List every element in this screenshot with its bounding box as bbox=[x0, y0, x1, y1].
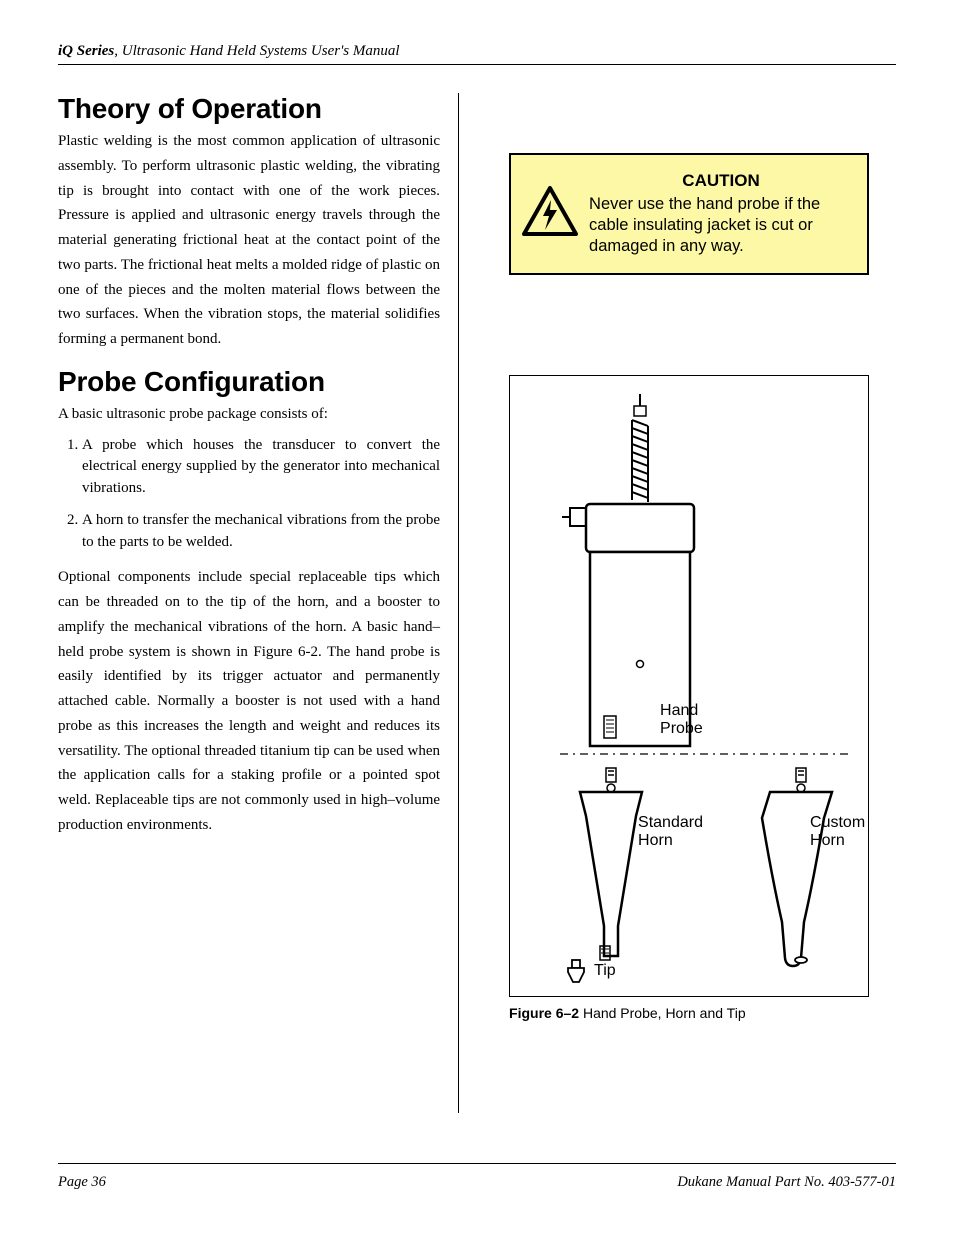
probe-diagram-svg bbox=[510, 376, 870, 998]
figure-label-hand-probe: Hand Probe bbox=[660, 702, 703, 739]
footer-part-number: Dukane Manual Part No. 403-577-01 bbox=[677, 1174, 896, 1191]
figure-caption-text: Hand Probe, Horn and Tip bbox=[579, 1005, 746, 1021]
section-theory-title: Theory of Operation bbox=[58, 93, 440, 125]
list-item: A horn to transfer the mechanical vibrat… bbox=[82, 510, 440, 554]
section-theory-body: Plastic welding is the most common appli… bbox=[58, 129, 440, 352]
probe-list: A probe which houses the transducer to c… bbox=[58, 435, 440, 554]
section-probe-body2: Optional components include special repl… bbox=[58, 565, 440, 837]
figure-label-custom-horn: Custom Horn bbox=[810, 814, 865, 851]
figure-caption-number: Figure 6–2 bbox=[509, 1005, 579, 1021]
page-footer: Page 36 Dukane Manual Part No. 403-577-0… bbox=[58, 1163, 896, 1191]
figure-label-standard-horn: Standard Horn bbox=[638, 814, 703, 851]
main-columns: Theory of Operation Plastic welding is t… bbox=[58, 93, 896, 1113]
figure-caption: Figure 6–2 Hand Probe, Horn and Tip bbox=[509, 1005, 896, 1021]
page-header: iQ Series, Ultrasonic Hand Held Systems … bbox=[58, 42, 896, 65]
caution-text-block: CAUTION Never use the hand probe if the … bbox=[589, 170, 853, 257]
left-column: Theory of Operation Plastic welding is t… bbox=[58, 93, 459, 1113]
caution-body: Never use the hand probe if the cable in… bbox=[589, 194, 853, 257]
figure-6-2: Hand Probe Standard Horn Custom Horn Tip bbox=[509, 375, 869, 997]
caution-callout: CAUTION Never use the hand probe if the … bbox=[509, 153, 869, 275]
header-series: iQ Series bbox=[58, 43, 114, 59]
caution-title: CAUTION bbox=[589, 170, 853, 192]
shock-warning-icon bbox=[521, 186, 579, 243]
list-item: A probe which houses the transducer to c… bbox=[82, 435, 440, 500]
section-probe-title: Probe Configuration bbox=[58, 366, 440, 398]
section-probe-intro: A basic ultrasonic probe package consist… bbox=[58, 402, 440, 427]
right-column: CAUTION Never use the hand probe if the … bbox=[459, 93, 896, 1113]
figure-label-tip: Tip bbox=[594, 962, 616, 980]
footer-page-number: Page 36 bbox=[58, 1174, 106, 1191]
header-subtitle: , Ultrasonic Hand Held Systems User's Ma… bbox=[114, 43, 399, 59]
